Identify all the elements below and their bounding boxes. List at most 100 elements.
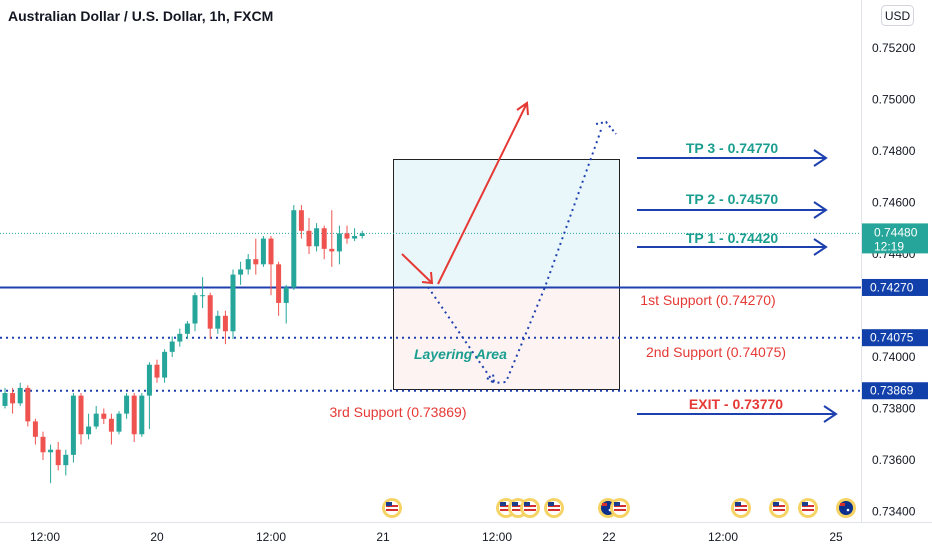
candle[interactable] bbox=[215, 310, 221, 334]
candle[interactable] bbox=[48, 444, 54, 484]
candle-body bbox=[222, 315, 228, 332]
candle[interactable] bbox=[177, 328, 183, 347]
candle[interactable] bbox=[321, 225, 327, 260]
candle[interactable] bbox=[184, 320, 190, 339]
exit-arrow-head bbox=[823, 405, 838, 423]
candle[interactable] bbox=[78, 393, 84, 445]
bar-countdown: 12:19 bbox=[874, 239, 904, 253]
flag-stripe bbox=[512, 509, 524, 511]
candle[interactable] bbox=[207, 292, 213, 339]
target-arrow[interactable] bbox=[437, 101, 529, 285]
candle[interactable] bbox=[93, 405, 99, 430]
projected-path[interactable] bbox=[427, 120, 617, 386]
candle-body bbox=[78, 395, 84, 435]
us-flag-icon[interactable] bbox=[769, 498, 789, 518]
candle[interactable] bbox=[63, 449, 69, 476]
candle[interactable] bbox=[139, 393, 145, 437]
us-flag-icon[interactable] bbox=[520, 498, 540, 518]
candle[interactable] bbox=[32, 418, 38, 445]
candle[interactable] bbox=[169, 336, 175, 357]
candle-body bbox=[238, 269, 244, 275]
tp-2-annotation[interactable]: TP 2 - 0.74570 bbox=[637, 191, 828, 219]
candle[interactable] bbox=[268, 235, 274, 296]
tp-1-annotation[interactable]: TP 1 - 0.74420 bbox=[637, 230, 828, 256]
candle[interactable] bbox=[336, 225, 342, 265]
current-price-tag[interactable]: 0.74480 12:19 bbox=[862, 223, 928, 254]
candle[interactable] bbox=[291, 205, 297, 291]
us-flag-icon[interactable] bbox=[382, 498, 402, 518]
layering-zone-box[interactable] bbox=[393, 287, 620, 390]
candle-body bbox=[154, 364, 160, 378]
candle[interactable] bbox=[253, 238, 259, 275]
candle[interactable] bbox=[344, 225, 350, 244]
us-flag-icon[interactable] bbox=[798, 498, 818, 518]
candle[interactable] bbox=[108, 413, 114, 445]
candle[interactable] bbox=[230, 269, 236, 339]
candle[interactable] bbox=[200, 277, 206, 309]
support-2-tag[interactable]: 0.74075 bbox=[862, 329, 928, 347]
candle[interactable] bbox=[260, 235, 266, 267]
candle[interactable] bbox=[306, 217, 312, 254]
candle[interactable] bbox=[162, 349, 168, 383]
candle[interactable] bbox=[86, 413, 92, 440]
entry-arrow[interactable] bbox=[401, 253, 434, 285]
candle[interactable] bbox=[10, 387, 16, 414]
candle[interactable] bbox=[154, 359, 160, 383]
candle[interactable] bbox=[276, 261, 282, 316]
candle[interactable] bbox=[124, 393, 130, 419]
flag-stripe bbox=[524, 509, 536, 511]
time-tick-label: 12:00 bbox=[482, 530, 512, 544]
candle[interactable] bbox=[298, 205, 304, 239]
candle[interactable] bbox=[17, 382, 23, 406]
candle[interactable] bbox=[70, 393, 76, 463]
candle[interactable] bbox=[352, 228, 358, 242]
exit-annotation[interactable]: EXIT - 0.73770 bbox=[637, 396, 838, 423]
candle-body bbox=[291, 210, 297, 288]
candle[interactable] bbox=[314, 223, 320, 252]
candle[interactable] bbox=[131, 393, 137, 442]
candle[interactable] bbox=[116, 411, 122, 435]
support-3-tag[interactable]: 0.73869 bbox=[862, 382, 928, 400]
layering-area-label[interactable]: Layering Area bbox=[414, 346, 507, 362]
candle[interactable] bbox=[222, 310, 228, 345]
candle[interactable] bbox=[283, 284, 289, 324]
flag-stripe bbox=[614, 509, 626, 511]
tp-3-label: TP 3 - 0.74770 bbox=[686, 140, 779, 156]
economic-events-row[interactable] bbox=[382, 498, 856, 518]
upper-zone-box[interactable] bbox=[393, 159, 620, 288]
chart-title: Australian Dollar / U.S. Dollar, 1h, FXC… bbox=[8, 8, 273, 24]
exit-label: EXIT - 0.73770 bbox=[689, 396, 783, 412]
price-axis[interactable]: 0.752000.750000.748000.746000.744000.740… bbox=[872, 41, 916, 519]
us-flag-icon[interactable] bbox=[731, 498, 751, 518]
candle-body bbox=[245, 259, 251, 270]
tp-3-annotation[interactable]: TP 3 - 0.74770 bbox=[637, 140, 828, 167]
candle[interactable] bbox=[101, 408, 107, 424]
support-1-label: 1st Support (0.74270) bbox=[640, 292, 775, 308]
candle[interactable] bbox=[146, 362, 152, 430]
us-flag-icon[interactable] bbox=[544, 498, 564, 518]
candle[interactable] bbox=[238, 261, 244, 285]
candle-body bbox=[352, 235, 358, 239]
price-tick-label: 0.74600 bbox=[872, 196, 916, 210]
au-flag-icon[interactable] bbox=[836, 498, 856, 518]
candle[interactable] bbox=[192, 292, 198, 332]
flag-canton bbox=[735, 502, 741, 506]
flag-canton bbox=[386, 502, 392, 506]
currency-button[interactable]: USD bbox=[881, 5, 914, 26]
time-axis[interactable]: 12:00 20 12:00 21 12:00 22 12:00 25 bbox=[30, 530, 843, 544]
price-tick-label: 0.73600 bbox=[872, 453, 916, 467]
tp-1-label: TP 1 - 0.74420 bbox=[686, 230, 779, 246]
us-flag-icon[interactable] bbox=[610, 498, 630, 518]
candle-body bbox=[215, 315, 221, 329]
support-1-tag[interactable]: 0.74270 bbox=[862, 278, 928, 296]
candle[interactable] bbox=[245, 254, 251, 275]
candle[interactable] bbox=[329, 210, 335, 267]
candle[interactable] bbox=[25, 385, 31, 427]
candle[interactable] bbox=[55, 441, 61, 471]
candle[interactable] bbox=[2, 387, 8, 409]
candle[interactable] bbox=[359, 230, 365, 239]
candle-body bbox=[260, 238, 266, 265]
candle[interactable] bbox=[40, 431, 46, 460]
